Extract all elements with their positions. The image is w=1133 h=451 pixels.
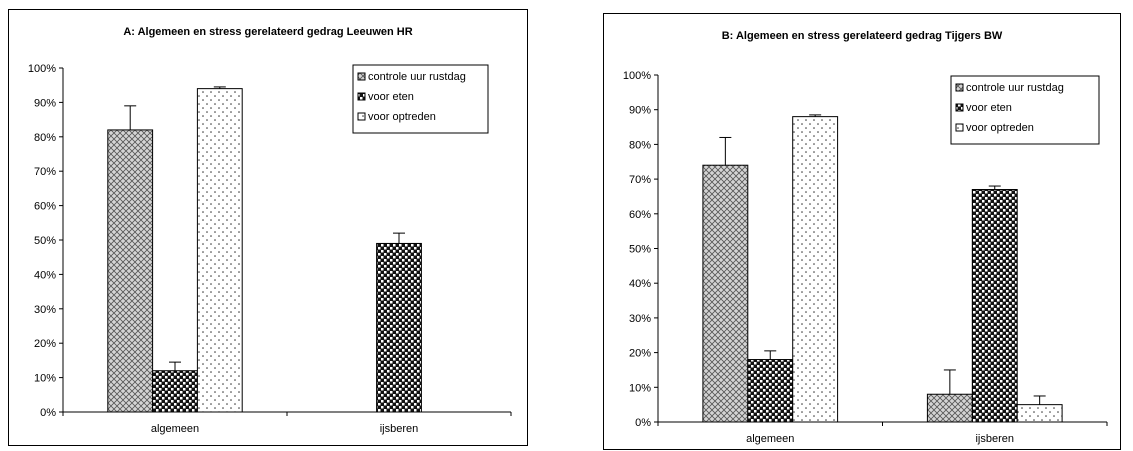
bar-2 — [747, 359, 794, 423]
legend-label: voor eten — [966, 102, 1012, 114]
y-tick-label: 60% — [629, 209, 651, 221]
bar-3 — [196, 88, 243, 413]
y-tick-label: 20% — [34, 338, 56, 350]
x-tick-label: ijsberen — [975, 433, 1014, 445]
y-tick-label: 60% — [34, 201, 56, 213]
x-tick-label: algemeen — [151, 423, 199, 435]
y-tick-label: 90% — [629, 105, 651, 117]
y-tick-label: 80% — [629, 139, 651, 151]
bar-2 — [376, 242, 422, 413]
y-tick-label: 70% — [34, 166, 56, 178]
legend-swatch — [955, 103, 964, 112]
y-tick-label: 30% — [34, 304, 56, 316]
legend-swatch — [357, 92, 366, 101]
legend: controle uur rustdag voor eten voor optred… — [950, 75, 1100, 145]
y-tick-label: 10% — [629, 382, 651, 394]
legend-swatch — [955, 83, 964, 92]
bar-3 — [1016, 404, 1063, 423]
legend-label: controle uur rustdag — [368, 71, 466, 83]
legend-swatch — [357, 112, 366, 121]
chart-a-plot: 0% 10% 20% 30% 40% 50% 60% 70% 80% 90% 100% algemee… — [28, 63, 512, 435]
y-tick-label: 30% — [629, 313, 651, 325]
legend: controle uur rustdag voor eten voor optred… — [352, 64, 489, 134]
y-tick-label: 10% — [34, 373, 56, 385]
chart-a-title: A: Algemeen en stress gerelateerd gedrag… — [123, 26, 413, 38]
legend-label: voor optreden — [368, 111, 436, 123]
y-tick-label: 50% — [629, 244, 651, 256]
chart-b-title: B: Algemeen en stress gerelateerd gedrag… — [721, 30, 1003, 42]
bar-2 — [971, 189, 1018, 423]
y-tick-label: 50% — [34, 235, 56, 247]
y-tick-label: 0% — [40, 407, 56, 419]
legend-swatch — [357, 72, 366, 81]
legend-label: controle uur rustdag — [966, 82, 1064, 94]
legend-box — [950, 75, 1100, 145]
y-tick-label: 70% — [629, 174, 651, 186]
y-tick-label: 100% — [623, 70, 651, 82]
y-tick-label: 90% — [34, 97, 56, 109]
y-tick-label: 100% — [28, 63, 56, 75]
y-tick-label: 40% — [629, 278, 651, 290]
legend-box — [352, 64, 489, 134]
bar-1 — [926, 393, 973, 423]
legend-swatch — [955, 123, 964, 132]
y-tick-label: 0% — [635, 417, 651, 429]
x-tick-label: ijsberen — [380, 423, 419, 435]
bar-1 — [702, 164, 749, 423]
chart-b-panel: B: Algemeen en stress gerelateerd gedrag… — [603, 13, 1121, 450]
y-tick-label: 40% — [34, 269, 56, 281]
y-tick-label: 20% — [629, 348, 651, 360]
legend-label: voor eten — [368, 91, 414, 103]
legend-label: voor optreden — [966, 122, 1034, 134]
bar-3 — [792, 116, 839, 423]
bar-1 — [107, 129, 154, 413]
chart-a-panel: A: Algemeen en stress gerelateerd gedrag… — [8, 9, 528, 446]
y-tick-label: 80% — [34, 132, 56, 144]
bar-2 — [152, 370, 198, 413]
chart-b-plot: 0% 10% 20% 30% 40% 50% 60% 70% 80% 90% 100% algemee… — [623, 70, 1108, 445]
x-tick-label: algemeen — [746, 433, 794, 445]
